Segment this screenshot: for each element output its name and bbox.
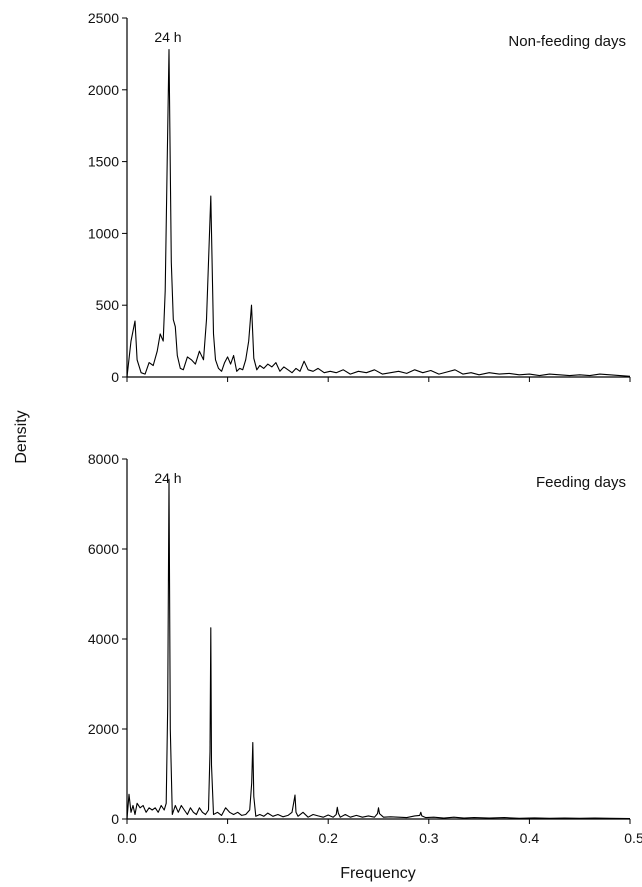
y-tick-label: 2500	[88, 10, 119, 26]
y-tick-label: 6000	[88, 541, 119, 557]
y-axis-label: Density	[13, 410, 30, 463]
panel-title: Feeding days	[536, 474, 626, 491]
x-axis-label: Frequency	[340, 865, 416, 882]
y-tick-label: 1500	[88, 154, 119, 170]
y-tick-label: 0	[111, 369, 119, 385]
peak-annotation: 24 h	[154, 470, 181, 486]
top-panel-non-feeding: 0 500 1000 1500 2000 2500 24 h Non-feeding days	[88, 10, 631, 385]
y-tick-label: 2000	[88, 82, 119, 98]
y-tick-label: 1000	[88, 225, 119, 241]
y-tick-label: 8000	[88, 451, 119, 467]
x-tick-label: 0.5	[624, 830, 642, 846]
density-series-line	[126, 49, 631, 378]
peak-annotation: 24 h	[154, 29, 181, 45]
x-tick-label: 0.1	[218, 830, 238, 846]
y-tick-label: 0	[111, 811, 119, 827]
x-tick-label: 0.4	[520, 830, 540, 846]
bottom-panel-feeding: 0 2000 4000 6000 8000 0.0 0.1 0.2 0.3 0.4 0.5 24 h F…	[88, 451, 642, 846]
density-series-line	[126, 478, 631, 820]
x-tick-label: 0.3	[419, 830, 439, 846]
y-tick-label: 500	[96, 297, 120, 313]
y-tick-label: 4000	[88, 631, 119, 647]
x-tick-label: 0.0	[117, 830, 137, 846]
x-tick-label: 0.2	[318, 830, 338, 846]
panel-title: Non-feeding days	[508, 33, 626, 50]
y-tick-label: 2000	[88, 721, 119, 737]
